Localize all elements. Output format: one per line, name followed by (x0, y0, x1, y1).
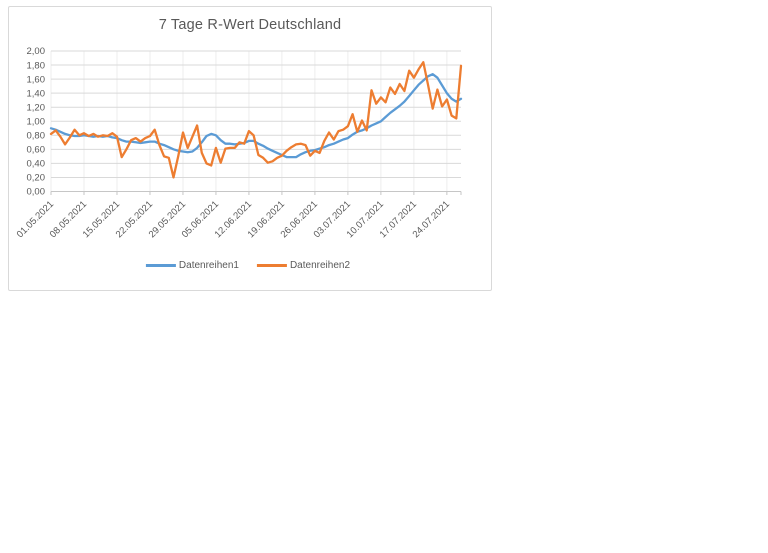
series2-line-swatch (256, 264, 287, 267)
series1-line-swatch (145, 264, 176, 267)
y-axis-label: 1,20 (27, 102, 46, 113)
y-axis-label: 1,40 (27, 88, 46, 99)
series-line-datenreihen2 (49, 61, 463, 179)
legend-label: Datenreihen2 (289, 260, 351, 271)
y-axis-label: 1,60 (27, 74, 46, 85)
legend-item-datenreihen1[interactable]: Datenreihen1 (145, 260, 239, 271)
y-axis-label: 1,80 (27, 60, 46, 71)
r-wert-line-chart: 0,00 0,20 0,40 0,60 0,80 1,00 1,20 1,40 1,60 1,80… (15, 46, 463, 240)
y-axis-label: 0,60 (27, 145, 46, 156)
legend-label: Datenreihen1 (178, 260, 239, 271)
chart-legend: Datenreihen1 Datenreihen2 (145, 260, 351, 271)
y-axis-label: 0,00 (27, 187, 46, 198)
legend-item-datenreihen2[interactable]: Datenreihen2 (256, 260, 351, 271)
y-axis-label: 0,80 (27, 131, 46, 142)
y-axis-label: 0,20 (27, 173, 46, 184)
y-axis-label: 2,00 (27, 46, 46, 57)
chart-title[interactable]: 7 Tage R-Wert Deutschland (158, 17, 342, 33)
chart-object[interactable]: 7 Tage R-Wert Deutschland 0,00 0,20 0,40 0,… (8, 6, 492, 291)
y-axis-label: 0,40 (27, 159, 46, 170)
y-axis-label: 1,00 (27, 116, 46, 127)
